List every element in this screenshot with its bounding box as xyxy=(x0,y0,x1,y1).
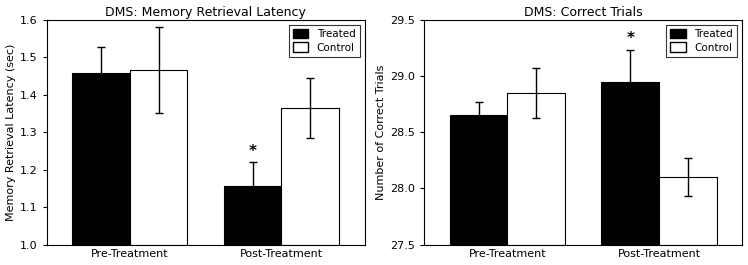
Bar xyxy=(281,108,339,245)
Bar xyxy=(659,177,717,245)
Text: *: * xyxy=(626,30,634,46)
Bar xyxy=(450,115,507,245)
Bar xyxy=(601,82,659,245)
Y-axis label: Number of Correct Trials: Number of Correct Trials xyxy=(376,64,386,200)
Title: DMS: Memory Retrieval Latency: DMS: Memory Retrieval Latency xyxy=(105,6,306,19)
Bar xyxy=(130,70,188,245)
Title: DMS: Correct Trials: DMS: Correct Trials xyxy=(524,6,643,19)
Legend: Treated, Control: Treated, Control xyxy=(666,25,738,57)
Bar xyxy=(507,93,565,245)
Text: *: * xyxy=(248,144,257,159)
Y-axis label: Memory Retrieval Latency (sec): Memory Retrieval Latency (sec) xyxy=(5,43,16,221)
Bar xyxy=(73,73,130,245)
Bar xyxy=(224,187,281,245)
Legend: Treated, Control: Treated, Control xyxy=(289,25,360,57)
